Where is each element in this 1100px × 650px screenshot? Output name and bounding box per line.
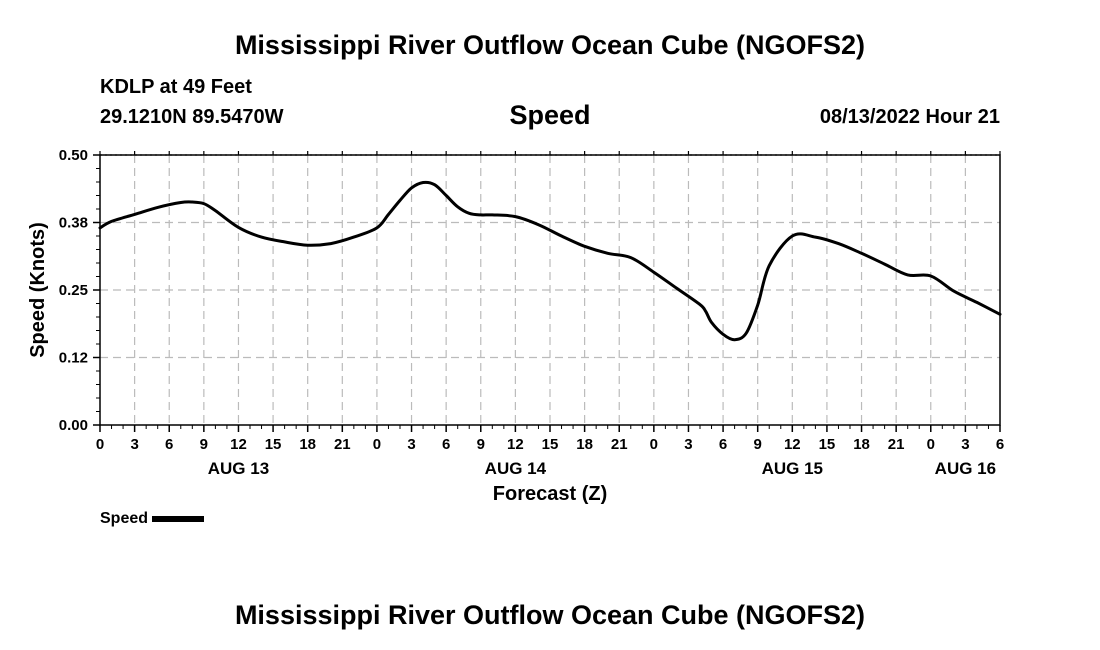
footer-title: Mississippi River Outflow Ocean Cube (NG… <box>234 600 866 630</box>
x-tick-label: 3 <box>407 436 415 453</box>
y-tick-label: 0.50 <box>59 147 88 164</box>
x-tick-label: 6 <box>996 436 1004 453</box>
x-tick-label: 18 <box>299 436 316 453</box>
date-label: AUG 16 <box>935 459 996 478</box>
x-tick-label: 18 <box>853 436 870 453</box>
station-label: KDLP at 49 Feet <box>100 76 252 98</box>
x-tick-label: 21 <box>334 436 351 453</box>
x-tick-label: 3 <box>684 436 692 453</box>
station-coordinates: 29.1210N 89.5470W <box>100 106 284 128</box>
x-tick-label: 3 <box>961 436 969 453</box>
x-tick-label: 9 <box>754 436 762 453</box>
axis-ticks: 0 3 6 9 12 15 18 21 0 3 6 9 12 15 18 21 0 3 6 9 12 15 18 21 0 3 6 0… <box>59 147 1004 478</box>
x-tick-label: 0 <box>373 436 381 453</box>
x-tick-label: 21 <box>611 436 628 453</box>
x-tick-label: 21 <box>888 436 905 453</box>
y-tick-label: 0.00 <box>59 417 88 434</box>
x-tick-label: 12 <box>784 436 801 453</box>
x-tick-label: 3 <box>130 436 138 453</box>
x-tick-label: 6 <box>165 436 173 453</box>
x-tick-label: 9 <box>477 436 485 453</box>
chart-title: Speed <box>509 100 591 130</box>
date-label: AUG 14 <box>485 459 547 478</box>
grid-lines <box>100 154 1000 425</box>
x-tick-label: 12 <box>230 436 247 453</box>
x-tick-label: 9 <box>200 436 208 453</box>
x-tick-label: 0 <box>650 436 658 453</box>
x-tick-label: 15 <box>819 436 836 453</box>
x-tick-label: 18 <box>576 436 593 453</box>
y-tick-label: 0.12 <box>59 350 88 367</box>
x-tick-label: 12 <box>507 436 524 453</box>
x-tick-label: 15 <box>265 436 282 453</box>
x-tick-label: 0 <box>927 436 935 453</box>
forecast-datetime: 08/13/2022 Hour 21 <box>819 106 1000 128</box>
x-axis-label: Forecast (Z) <box>493 483 607 505</box>
y-axis-label: Speed (Knots) <box>27 222 49 358</box>
x-tick-label: 0 <box>96 436 104 453</box>
x-tick-label: 6 <box>719 436 727 453</box>
x-tick-label: 15 <box>542 436 559 453</box>
legend-swatch-speed <box>152 516 205 522</box>
speed-series-line <box>98 180 1002 342</box>
y-tick-label: 0.25 <box>59 282 88 299</box>
page-title: Mississippi River Outflow Ocean Cube (NG… <box>234 30 866 60</box>
date-label: AUG 15 <box>762 459 823 478</box>
x-tick-label: 6 <box>442 436 450 453</box>
chart-legend: Speed <box>100 510 205 528</box>
date-label: AUG 13 <box>208 459 269 478</box>
legend-label-speed: Speed <box>100 510 149 527</box>
y-tick-label: 0.38 <box>59 215 88 232</box>
